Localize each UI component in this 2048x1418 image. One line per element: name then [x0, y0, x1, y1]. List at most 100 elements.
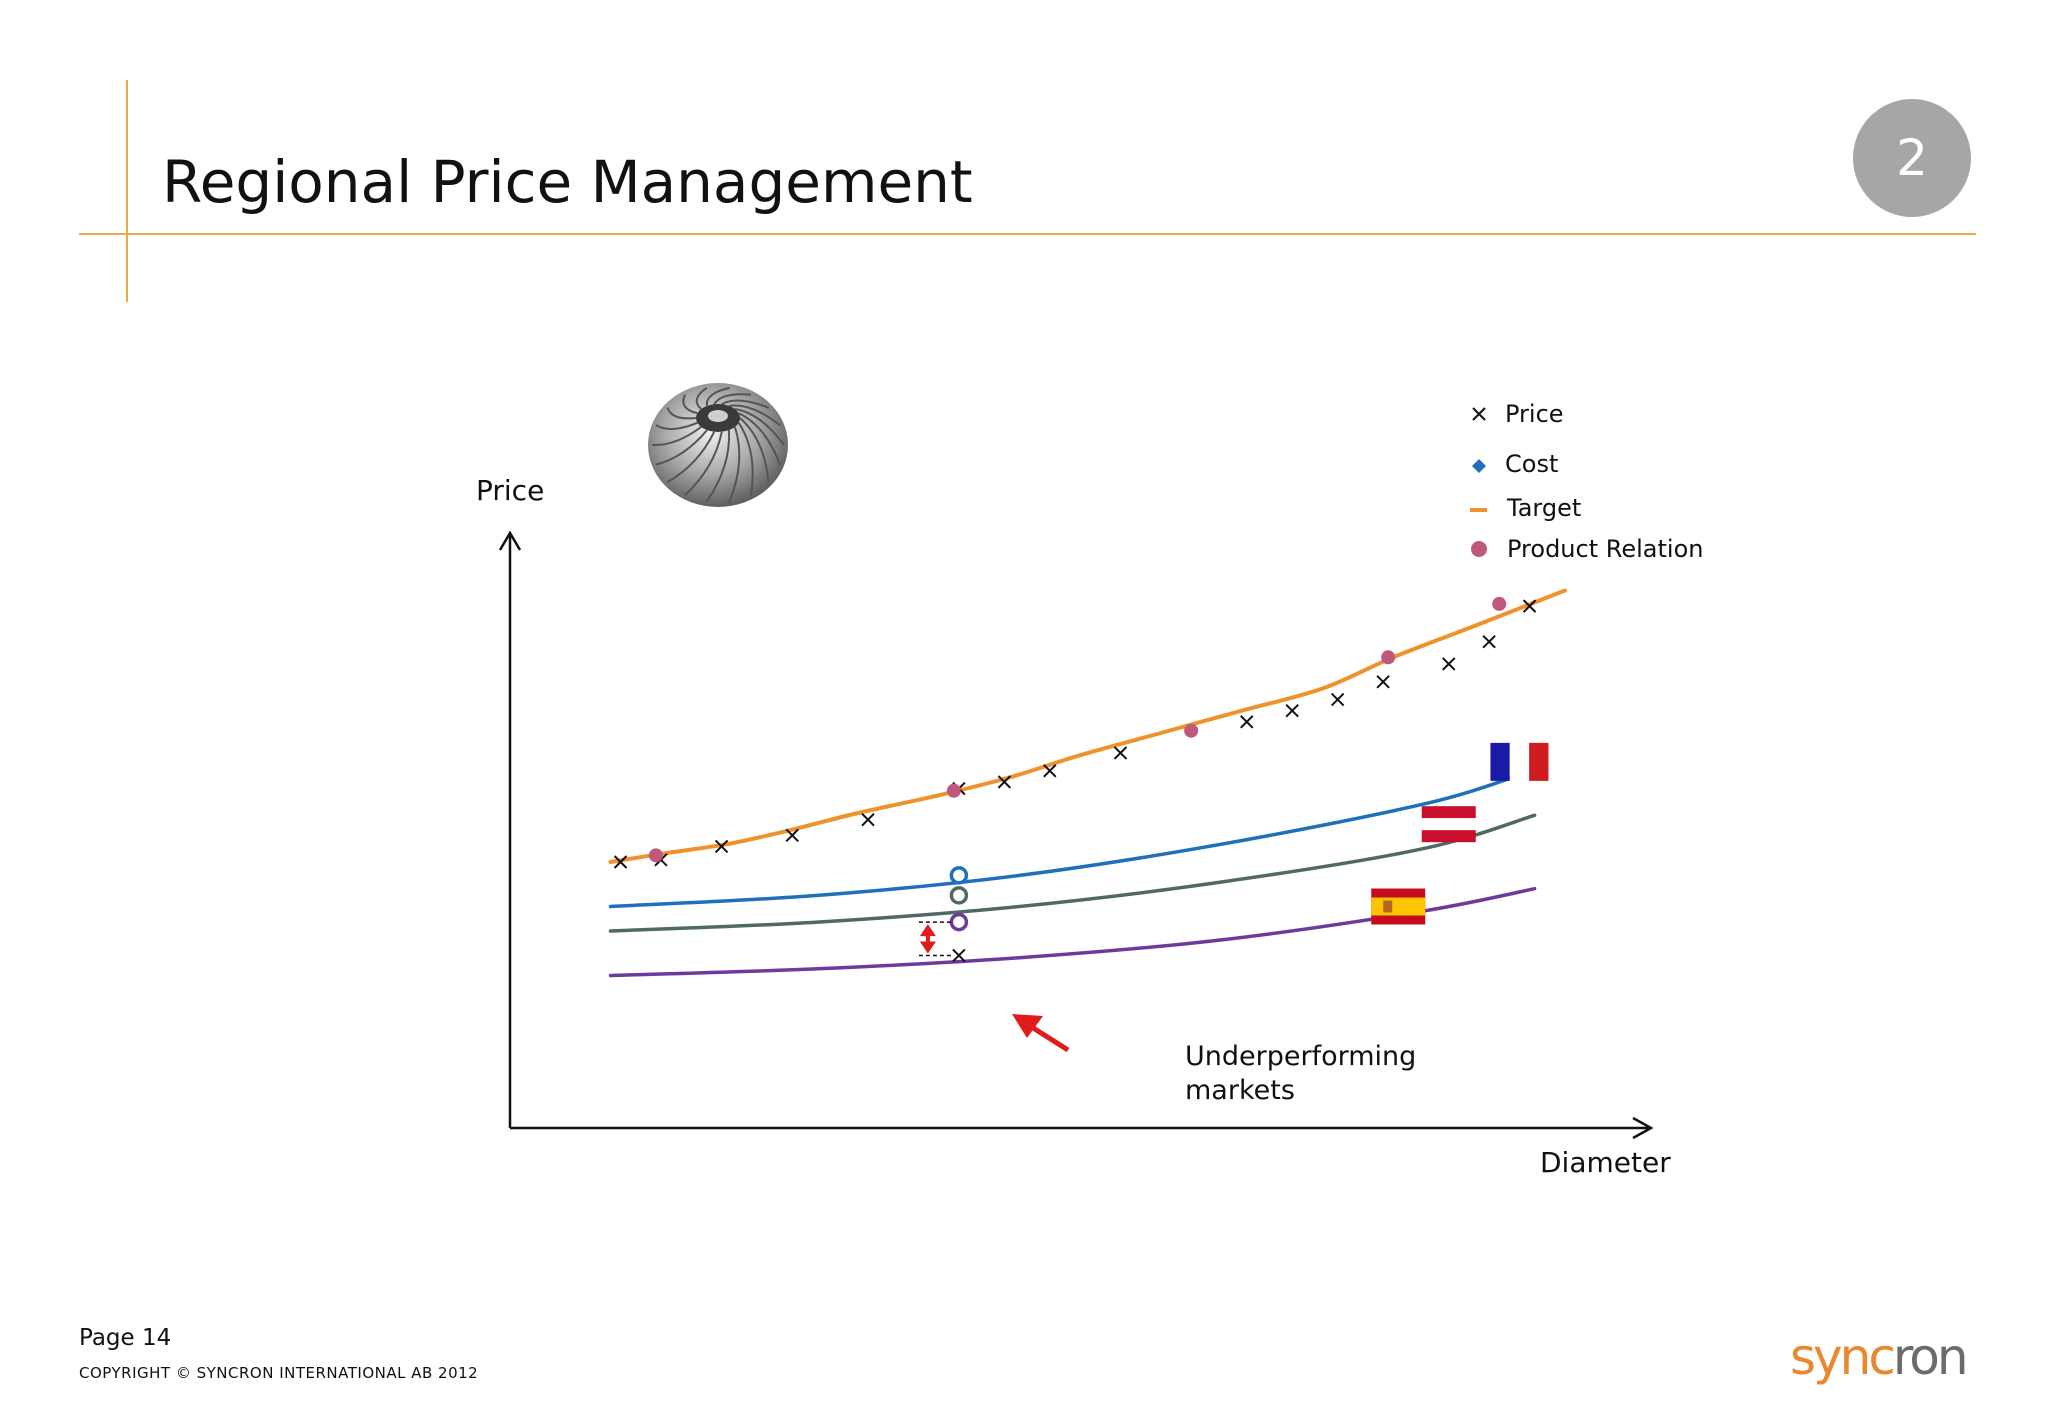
price-point-9: [1240, 715, 1254, 729]
impeller-blade-8: [655, 421, 698, 430]
impeller-blade-1: [737, 422, 754, 496]
product-relation-point-0: [648, 848, 663, 863]
flag-france: [1490, 742, 1549, 781]
footer-page-number: Page 14: [79, 1325, 172, 1351]
price-point-7: [1043, 764, 1057, 778]
legend-label-target: Target: [1506, 494, 1581, 522]
impeller-blade-12: [705, 386, 730, 407]
price-point-8: [1113, 746, 1128, 760]
impeller-blade-2: [728, 426, 741, 503]
slide-title: Regional Price Management: [162, 148, 973, 216]
price-point-11: [1330, 692, 1345, 707]
price-point-stroke-b: [1330, 692, 1345, 707]
flag-austria: [1421, 806, 1476, 843]
syncron-logo: syncron: [1790, 1328, 1969, 1386]
legend-price-icon: [1472, 407, 1486, 421]
price-point-0: [613, 855, 628, 869]
price-point-2: [714, 839, 729, 854]
legend-cost-icon: [1472, 459, 1486, 473]
price-point-stroke-b: [785, 828, 799, 843]
price-point-stroke-b: [613, 855, 628, 869]
price-point-6: [997, 775, 1012, 789]
y-axis-arrowhead: [498, 530, 522, 551]
impeller-blade-13: [713, 393, 752, 405]
legend-product-relation-icon: [1471, 541, 1487, 557]
highlight-marker-2: [949, 912, 969, 932]
impeller-blade-4: [684, 431, 723, 496]
price-point-stroke-b: [714, 839, 729, 854]
logo-text-sync: sync: [1790, 1328, 1893, 1386]
highlight-marker-0: [949, 866, 969, 885]
y-axis-label: Price: [476, 474, 544, 507]
highlight-layer: [918, 866, 969, 963]
annotation-text-line1: Underperforming: [1185, 1041, 1416, 1072]
impeller-blade-3: [705, 430, 731, 503]
underperforming-annotation: Underperforming markets: [1012, 1014, 1416, 1106]
price-point-stroke-b: [861, 813, 875, 827]
impeller-blade-10: [682, 394, 698, 415]
flag-france-red: [1529, 742, 1549, 781]
flag-france-blue: [1490, 742, 1510, 781]
price-point-stroke-b: [1043, 764, 1057, 778]
price-point-stroke-b: [1522, 599, 1537, 613]
annotation-text-line2: markets: [1185, 1075, 1295, 1106]
product-relation-point-1: [946, 783, 961, 798]
annotation-arrow-head: [1012, 1014, 1043, 1038]
impeller-blade-7: [651, 426, 702, 446]
price-point-stroke-b: [1113, 746, 1128, 760]
slide-number-badge: 2: [1853, 99, 1971, 217]
flag-spain-yellow: [1371, 897, 1426, 916]
flag-spain: [1371, 888, 1426, 925]
product-relation-point-3: [1381, 650, 1396, 665]
price-point-4: [861, 813, 875, 827]
price-point-12: [1376, 675, 1390, 689]
price-point-10: [1285, 703, 1299, 718]
price-point-14: [1482, 635, 1496, 649]
legend-target-icon: [1470, 508, 1487, 512]
impeller-blade-9: [666, 407, 697, 420]
price-point-stroke-b: [1482, 635, 1496, 649]
price-point-15: [1522, 599, 1537, 613]
header-horizontal-rule: [79, 233, 1976, 235]
annotation-arrow-shaft: [1028, 1023, 1070, 1053]
gap-arrow-head-bottom: [919, 941, 936, 954]
flag-spain-emblem: [1383, 900, 1393, 913]
legend-label-cost: Cost: [1505, 450, 1558, 478]
logo-text-ron: ron: [1893, 1328, 1966, 1386]
price-point-stroke-b: [1376, 675, 1390, 689]
gap-arrow-head-top: [919, 924, 936, 937]
austria-line: [608, 813, 1537, 933]
x-axis-arrowhead: [1632, 1116, 1654, 1140]
flag-france-white: [1509, 742, 1530, 781]
flag-austria-middle: [1421, 818, 1476, 831]
france-line: [608, 773, 1522, 909]
highlight-price-stroke-b: [952, 948, 966, 963]
header-vertical-rule: [126, 80, 128, 302]
product-relation-point-4: [1492, 596, 1507, 611]
flag-austria-top: [1421, 806, 1476, 819]
x-axis-label: Diameter: [1540, 1146, 1671, 1179]
impeller-blade-16: [734, 408, 785, 446]
marker-layer: [613, 596, 1537, 869]
price-point-stroke-b: [1442, 657, 1456, 671]
impeller-blade-0: [739, 417, 770, 483]
flag-layer: [1371, 742, 1549, 925]
highlight-marker-1: [949, 886, 969, 905]
impeller-image: [648, 383, 788, 507]
impeller-blade-5: [666, 431, 716, 484]
legend-label-price: Price: [1505, 400, 1564, 428]
price-point-stroke-b: [997, 775, 1012, 789]
legend-label-product-relation: Product Relation: [1507, 535, 1703, 563]
legend: Price Cost Target Product Relation: [1470, 400, 1703, 563]
target-line: [608, 588, 1567, 864]
highlight-price-point: [952, 948, 966, 963]
impeller-blade-17: [738, 412, 781, 466]
price-point-3: [785, 828, 799, 843]
price-point-stroke-b: [1240, 715, 1254, 729]
flag-austria-bottom: [1421, 830, 1476, 843]
impeller-blade-15: [728, 404, 781, 427]
price-point-13: [1442, 657, 1456, 671]
impeller-blade-14: [721, 399, 769, 409]
footer-copyright: COPYRIGHT © SYNCRON INTERNATIONAL AB 201…: [79, 1364, 479, 1382]
